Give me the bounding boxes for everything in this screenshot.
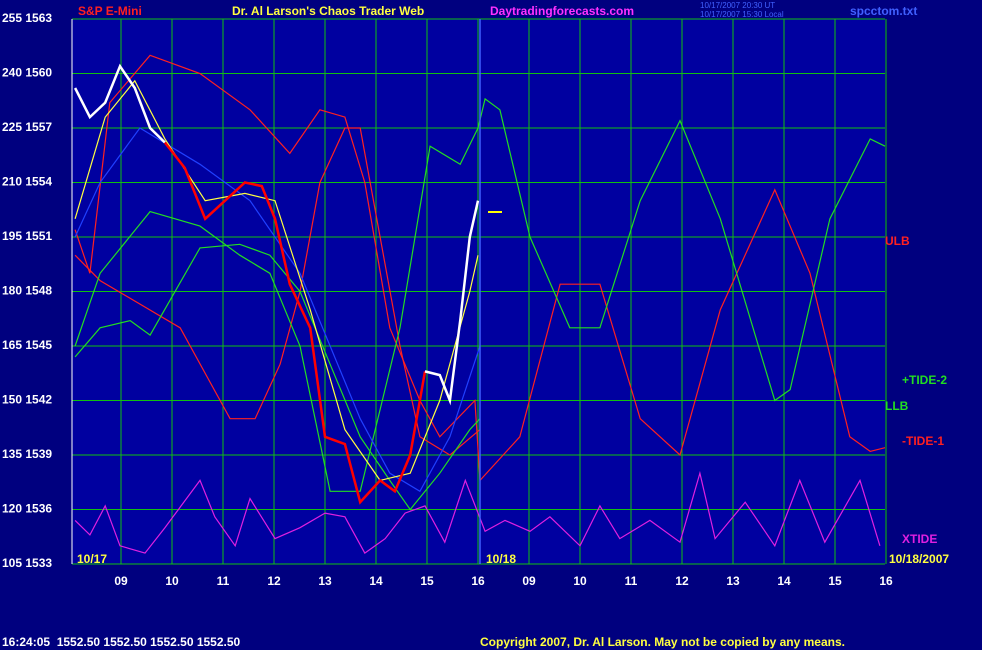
y-tick-label: 180 1548: [2, 284, 52, 298]
file-name: spcctom.txt: [850, 4, 917, 18]
x-tick-label: 10: [165, 574, 179, 588]
x-tick-label: 12: [267, 574, 281, 588]
y-tick-label: 165 1545: [2, 338, 52, 352]
x-tick-label: 14: [369, 574, 383, 588]
series-line: [74, 127, 481, 456]
labels: 255 1563 240 1560 225 1557 210 1554 195 1551…: [2, 11, 947, 588]
x-tick-label: 09: [522, 574, 536, 588]
y-tick-label: 120 1536: [2, 502, 52, 516]
series-line: [74, 127, 481, 493]
grid: [72, 18, 887, 565]
x-tick-label: 09: [114, 574, 128, 588]
series-line: [74, 243, 481, 511]
x-tick-label: 11: [625, 574, 638, 588]
y-tick-label: 135 1539: [2, 447, 52, 461]
x-tick-label: 11: [217, 574, 230, 588]
instrument: S&P E-Mini: [78, 4, 142, 18]
date-end: 10/18/2007: [889, 552, 949, 566]
y-tick-label: 255 1563: [2, 11, 52, 25]
time-ut: 10/17/2007 20:30 UT: [700, 1, 775, 10]
x-tick-label: 16: [471, 574, 485, 588]
x-tick-label: 12: [675, 574, 689, 588]
quote: 16:24:05 1552.50 1552.50 1552.50 1552.50: [2, 635, 241, 649]
series-label: LLB: [885, 399, 909, 413]
x-tick-label: 16: [879, 574, 893, 588]
x-tick-label: 13: [318, 574, 332, 588]
title: Dr. Al Larson's Chaos Trader Web: [232, 4, 424, 18]
y-tick-label: 210 1554: [2, 175, 52, 189]
series-lines: [73, 54, 886, 554]
time-local: 10/17/2007 15:30 Local: [700, 10, 784, 19]
series-label: XTIDE: [902, 532, 937, 546]
series-line: [74, 79, 479, 482]
series-line: [73, 63, 166, 144]
series-line: [74, 470, 881, 554]
date-start: 10/17: [77, 552, 107, 566]
date-next: 10/18: [486, 552, 516, 566]
copyright: Copyright 2007, Dr. Al Larson. May not b…: [480, 635, 845, 649]
x-tick-label: 15: [420, 574, 434, 588]
y-tick-label: 225 1557: [2, 120, 52, 134]
x-tick-label: 15: [828, 574, 842, 588]
series-line: [74, 97, 886, 492]
series-line: [479, 188, 886, 481]
series-line: [74, 54, 481, 481]
y-tick-label: 240 1560: [2, 66, 52, 80]
x-tick-label: 13: [726, 574, 740, 588]
series-line: [163, 141, 427, 505]
y-tick-label: 105 1533: [2, 556, 52, 570]
y-tick-label: 150 1542: [2, 393, 52, 407]
site: Daytradingforecasts.com: [490, 4, 634, 18]
series-label: -TIDE-1: [902, 434, 944, 448]
series-line: [424, 200, 480, 406]
y-tick-label: 195 1551: [2, 229, 52, 243]
x-tick-label: 10: [573, 574, 587, 588]
series-label: ULB: [885, 234, 910, 248]
series-label: +TIDE-2: [902, 373, 947, 387]
x-tick-label: 14: [777, 574, 791, 588]
